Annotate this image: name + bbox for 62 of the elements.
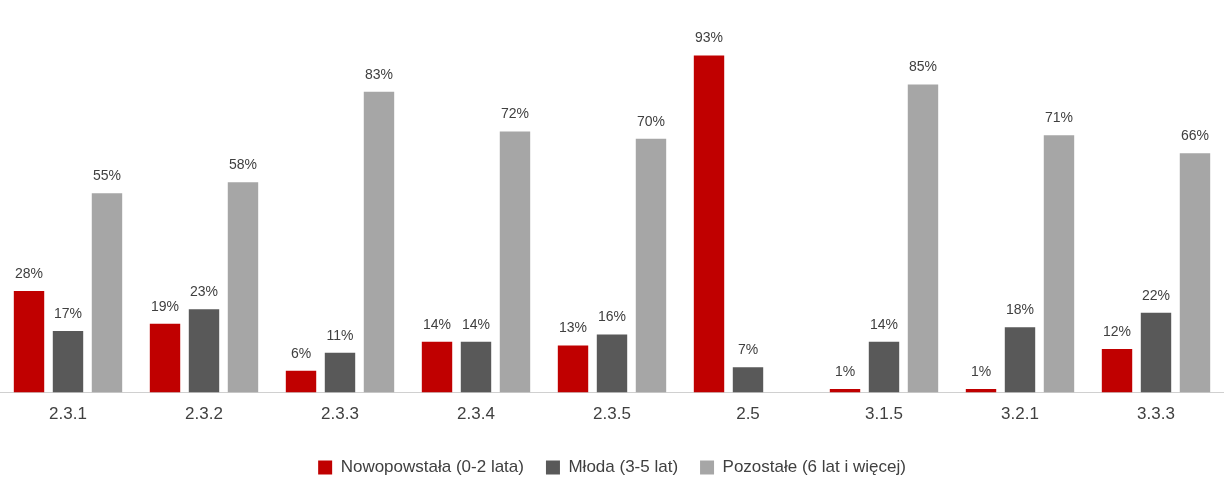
bar: [907, 84, 939, 393]
bar: [421, 341, 453, 393]
bar: [1043, 135, 1075, 393]
bar: [1004, 327, 1036, 393]
bar: [363, 91, 395, 393]
data-label: 83%: [364, 65, 393, 82]
data-label: 58%: [228, 156, 257, 173]
bar: [324, 352, 356, 393]
legend-label: Pozostałe (6 lat i więcej): [722, 457, 906, 477]
bar: [91, 193, 123, 393]
bar: [52, 330, 84, 393]
data-label: 14%: [869, 315, 899, 332]
bar: [868, 341, 900, 393]
x-tick-label: 2.5: [736, 404, 760, 424]
data-label: 14%: [423, 315, 452, 332]
data-label: 72%: [500, 105, 529, 122]
data-label: 13%: [559, 319, 588, 336]
x-tick-label: 2.3.3: [321, 404, 359, 424]
data-label: 66%: [1180, 127, 1209, 144]
bar: [1140, 312, 1172, 393]
bar: [13, 291, 45, 393]
x-tick-label: 2.3.1: [49, 404, 87, 424]
bar: [596, 334, 628, 393]
data-label: 85%: [908, 58, 937, 75]
data-label: 7%: [737, 341, 759, 358]
data-label: 93%: [695, 29, 724, 46]
data-label: 1%: [834, 362, 856, 379]
bar: [188, 309, 220, 393]
data-label: 22%: [1141, 286, 1171, 303]
data-label: 55%: [92, 167, 121, 184]
bar: [460, 341, 492, 393]
data-label: 70%: [636, 112, 665, 129]
data-label: 18%: [1005, 301, 1035, 318]
bar: [1101, 349, 1133, 393]
data-label: 12%: [1103, 322, 1132, 339]
x-tick-label: 3.2.1: [1001, 404, 1039, 424]
x-tick-label: 3.3.3: [1137, 404, 1175, 424]
bar: [635, 138, 667, 393]
bar: [557, 345, 589, 393]
bar: [693, 55, 725, 393]
data-label: 14%: [461, 315, 491, 332]
bar: [149, 323, 181, 393]
data-label: 1%: [970, 362, 992, 379]
data-label: 11%: [326, 326, 354, 343]
x-tick-label: 2.3.4: [457, 404, 495, 424]
x-tick-label: 2.3.2: [185, 404, 223, 424]
data-label: 71%: [1044, 109, 1073, 126]
bar: [499, 131, 531, 393]
legend-label: Nowopowstała (0-2 lata): [340, 457, 524, 477]
bar: [732, 367, 764, 393]
legend-label: Młoda (3-5 lat): [568, 457, 679, 477]
data-label: 17%: [53, 304, 83, 321]
data-label: 19%: [151, 297, 180, 314]
x-tick-label: 2.3.5: [593, 404, 631, 424]
bar: [285, 370, 317, 393]
bar: [227, 182, 259, 393]
bar: [1179, 153, 1211, 393]
data-label: 28%: [15, 264, 44, 281]
x-tick-label: 3.1.5: [865, 404, 903, 424]
data-label: 16%: [597, 308, 627, 325]
data-label: 6%: [290, 344, 312, 361]
data-label: 23%: [189, 283, 219, 300]
